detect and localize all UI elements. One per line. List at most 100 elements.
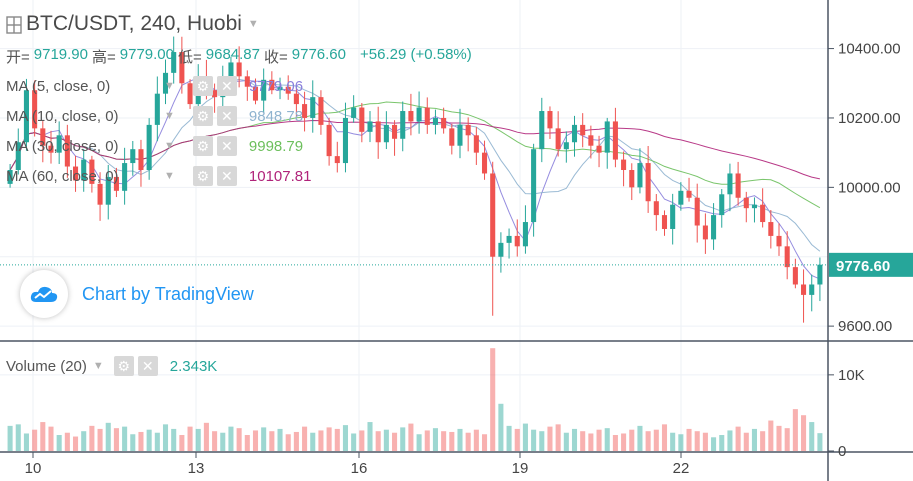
gear-icon[interactable]: ⚙ (192, 106, 213, 126)
gear-icon[interactable]: ⚙ (192, 76, 213, 96)
candle-body (571, 124, 578, 143)
volume-bar (604, 428, 610, 451)
indicator-ma30[interactable]: MA (30, close, 0) ▼ ⚙ ✕ 9998.79 (6, 136, 303, 156)
volume-bar (498, 403, 504, 451)
candle-body (171, 52, 177, 73)
close-icon[interactable]: ✕ (216, 136, 237, 156)
tradingview-watermark[interactable]: Chart by TradingView (20, 270, 254, 318)
volume-bar (105, 422, 111, 451)
time-tick-label: 19 (512, 460, 529, 477)
indicator-ma5[interactable]: MA (5, close, 0) ▼ ⚙ ✕ 9779.06 (6, 76, 303, 96)
candle-body (179, 52, 185, 84)
close-value: 9776.60 (291, 46, 346, 63)
close-icon[interactable]: ✕ (216, 106, 237, 126)
cloud-icon (20, 270, 68, 318)
candle-body (261, 79, 267, 101)
volume-bar (179, 435, 185, 451)
candle-body (7, 170, 13, 184)
time-tick-label: 22 (673, 460, 690, 477)
price-tick-label: 10400.00 (838, 41, 901, 58)
volume-bar (236, 428, 242, 451)
indicator-label: MA (5, close, 0) (6, 77, 111, 95)
indicator-ma60[interactable]: MA (60, close, 0) ▼ ⚙ ✕ 10107.81 (6, 166, 311, 186)
volume-bar (326, 427, 332, 451)
volume-bar (760, 431, 766, 451)
volume-bar (637, 425, 643, 451)
volume-bar (490, 348, 496, 451)
chart-header[interactable]: BTC/USDT, 240, Huobi ▼ (26, 10, 259, 38)
close-icon[interactable]: ✕ (216, 76, 237, 96)
candle-body (588, 135, 594, 146)
candle-body (792, 267, 798, 285)
volume-label: Volume (20) (6, 357, 87, 375)
candle-body (318, 97, 324, 125)
candle-body (326, 124, 332, 157)
chevron-down-icon[interactable]: ▼ (164, 80, 175, 92)
candle-body (490, 173, 496, 257)
candle-body (40, 128, 46, 146)
candle-body (473, 135, 479, 153)
volume-bar (653, 429, 659, 451)
candle-body (23, 90, 29, 143)
candle-body (531, 149, 537, 223)
ma-line (9, 119, 821, 180)
candle-body (56, 135, 62, 153)
close-icon[interactable]: ✕ (137, 356, 158, 376)
price-tick-label: 10200.00 (838, 110, 901, 127)
gear-icon[interactable]: ⚙ (192, 136, 213, 156)
candle-body (563, 142, 569, 150)
chevron-down-icon[interactable]: ▼ (247, 18, 259, 30)
candle-body (416, 107, 422, 122)
candle-body (465, 124, 471, 136)
indicator-value: 9779.06 (248, 77, 304, 95)
gear-icon[interactable]: ⚙ (192, 166, 213, 186)
candle-body (334, 156, 340, 164)
close-icon[interactable]: ✕ (216, 166, 237, 186)
chevron-down-icon[interactable]: ▼ (164, 170, 175, 182)
candle-body (424, 107, 430, 125)
volume-bar (400, 427, 406, 451)
candle-body (228, 62, 234, 80)
indicator-ma10[interactable]: MA (10, close, 0) ▼ ⚙ ✕ 9848.78 (6, 106, 303, 126)
volume-legend[interactable]: Volume (20) ▼ ⚙ ✕ 2.343K (6, 356, 217, 376)
watermark-text: Chart by TradingView (82, 283, 254, 304)
volume-bar (817, 433, 823, 451)
price-tick-label: 9600.00 (838, 318, 892, 335)
volume-bar (7, 425, 13, 451)
candle-body (383, 124, 389, 143)
volume-bar (310, 432, 316, 451)
volume-bar (441, 431, 447, 451)
candle-body (375, 121, 381, 143)
volume-bar (506, 425, 512, 451)
volume-bar (727, 430, 733, 451)
candle-body (302, 104, 308, 118)
volume-bar (481, 434, 488, 451)
volume-bar (367, 422, 373, 451)
candle-body (702, 225, 708, 240)
candle-body (277, 86, 283, 91)
candle-body (32, 90, 38, 129)
volume-bar (162, 424, 169, 451)
volume-bar (195, 428, 201, 451)
candle-body (351, 107, 357, 118)
candle-body (244, 76, 250, 87)
last-price-badge (829, 252, 913, 277)
chevron-down-icon[interactable]: ▼ (164, 140, 175, 152)
volume-bar (621, 433, 627, 451)
volume-bar (792, 409, 798, 451)
candle-body (514, 235, 520, 247)
gear-icon[interactable]: ⚙ (113, 356, 134, 376)
chevron-down-icon[interactable]: ▼ (164, 110, 175, 122)
candle-body (236, 62, 242, 77)
candle-body (122, 163, 128, 191)
symbol-icon (6, 16, 22, 39)
volume-bar (563, 432, 569, 451)
candle-body (481, 152, 488, 174)
volume-bar (686, 428, 692, 451)
volume-bar (285, 434, 291, 451)
candle-body (154, 93, 160, 125)
chevron-down-icon[interactable]: ▼ (92, 360, 104, 372)
candle-body (498, 242, 504, 257)
candle-body (817, 264, 823, 285)
